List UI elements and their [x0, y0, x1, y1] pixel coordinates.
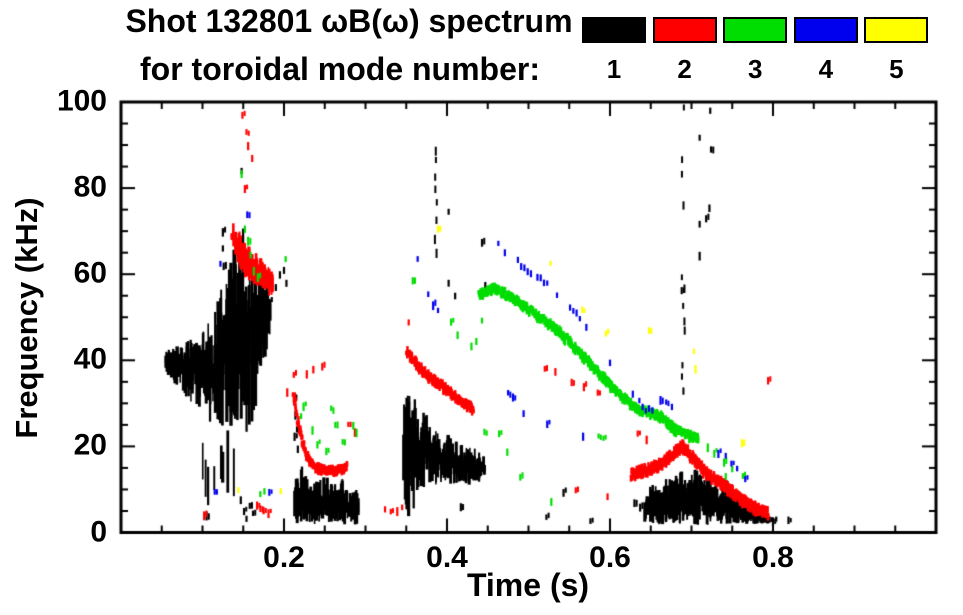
legend-swatch-mode-1: [582, 17, 646, 43]
legend-label-mode-4: 4: [818, 54, 834, 84]
legend-swatch-mode-2: [652, 17, 717, 43]
chart-title-line1: Shot 132801 ωB(ω) spectrum: [125, 3, 573, 39]
legend-label-mode-1: 1: [606, 54, 622, 84]
x-tick-label-0.8: 0.8: [752, 541, 794, 574]
legend-label-mode-5: 5: [889, 54, 904, 84]
legend-swatch-mode-5: [864, 17, 929, 43]
x-axis-title: Time (s): [466, 567, 590, 603]
x-tick-label-0.4: 0.4: [426, 541, 468, 574]
legend-label-mode-2: 2: [677, 54, 692, 84]
x-tick-label-0.2: 0.2: [263, 541, 305, 574]
y-tick-label-60: 60: [73, 256, 107, 290]
y-tick-label-0: 0: [90, 514, 107, 548]
legend-label-mode-3: 3: [747, 54, 763, 84]
y-tick-label-100: 100: [56, 84, 107, 118]
y-tick-label-20: 20: [73, 428, 107, 462]
legend-swatch-mode-4: [793, 17, 858, 43]
y-axis-title: Frequency (kHz): [9, 197, 44, 439]
y-tick-label-80: 80: [73, 170, 107, 204]
legend-swatch-mode-3: [723, 17, 788, 43]
x-tick-label-0.6: 0.6: [589, 541, 631, 574]
y-tick-label-40: 40: [73, 342, 107, 376]
chart-title-line2: for toroidal mode number:: [140, 51, 540, 87]
